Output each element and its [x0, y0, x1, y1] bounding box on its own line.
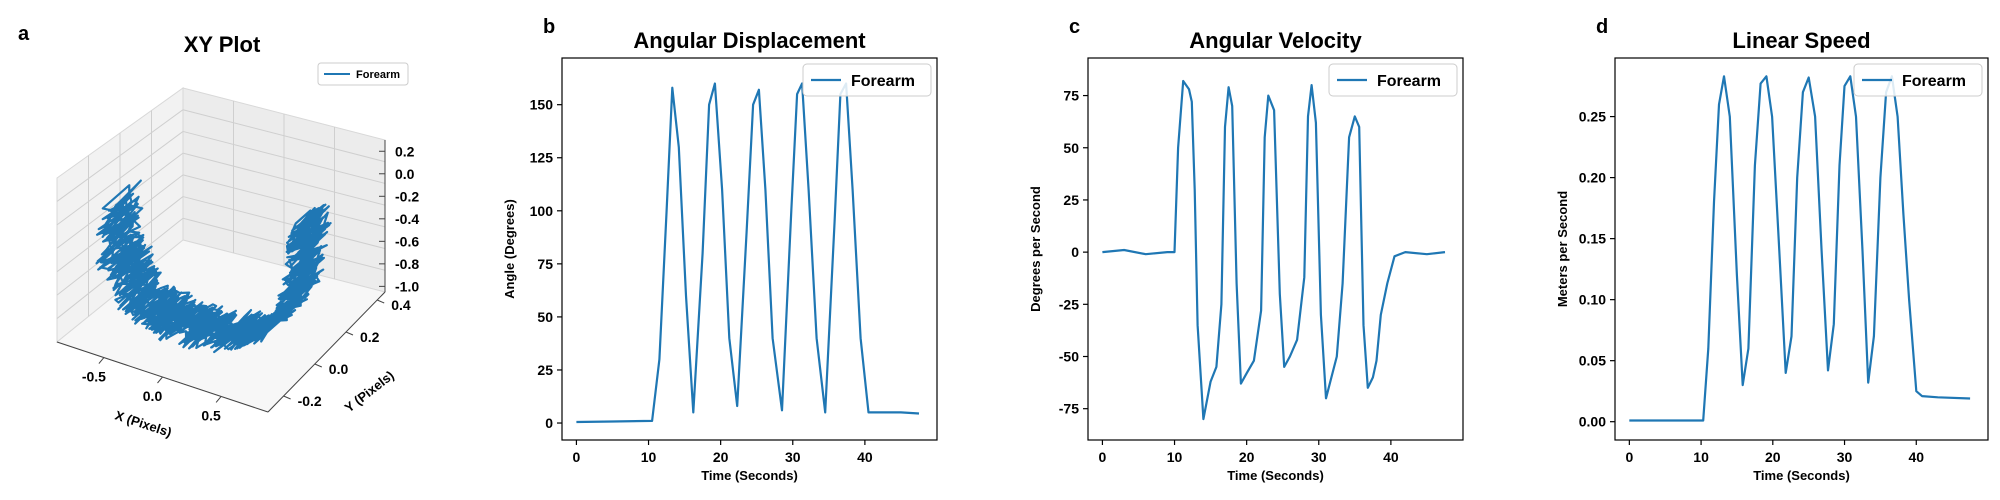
- y-tick-label: 50: [1063, 140, 1079, 156]
- x-tick-label: 30: [1837, 449, 1853, 465]
- y-tick-label: 25: [537, 362, 553, 378]
- y-axis-line: [267, 291, 386, 413]
- y-tick-mark: [377, 299, 385, 304]
- y-tick-label: 0.00: [1579, 414, 1606, 430]
- y-axis-label: Degrees per Second: [1028, 186, 1043, 312]
- x-axis-label: Time (Seconds): [1753, 468, 1850, 483]
- x-tick-label: 20: [713, 449, 729, 465]
- y-tick-label: 75: [1063, 88, 1079, 104]
- series-line-forearm: [1629, 75, 1971, 422]
- x-tick-label: 10: [1693, 449, 1709, 465]
- z-tick-label: -0.2: [395, 188, 419, 204]
- z-tick-label: -0.8: [395, 256, 419, 272]
- y-tick-label: 50: [537, 309, 553, 325]
- y-tick-label: 0: [545, 415, 553, 431]
- x-axis-label: Time (Seconds): [701, 468, 798, 483]
- x-tick-label: 0: [1625, 449, 1633, 465]
- series-line-forearm: [576, 82, 920, 424]
- legend-box: [317, 62, 409, 86]
- x-axis-label: X (Pixels): [113, 408, 173, 440]
- x-tick-label: 0: [1099, 449, 1107, 465]
- y-tick-label: 0.25: [1579, 109, 1606, 125]
- y-tick-label: 25: [1063, 192, 1079, 208]
- panel-letter: a: [18, 23, 30, 45]
- y-axis-label: Angle (Degrees): [502, 199, 517, 299]
- series-line-forearm: [95, 179, 332, 354]
- y-tick-mark: [283, 395, 291, 400]
- x-tick-label: 0.0: [143, 388, 163, 404]
- x-tick-label: 20: [1239, 449, 1255, 465]
- legend: Forearm: [1328, 63, 1458, 97]
- axes-frame: [1614, 57, 1989, 441]
- y-tick-label: 125: [530, 150, 554, 166]
- y-tick-label: -25: [1059, 296, 1079, 312]
- y-tick-label: -75: [1059, 401, 1079, 417]
- legend-label: Forearm: [1902, 73, 1966, 90]
- y-tick-label: 0.20: [1579, 170, 1606, 186]
- x-tick-label: 40: [1383, 449, 1399, 465]
- y-tick-label: 0.05: [1579, 353, 1606, 369]
- z-tick-label: 0.2: [395, 143, 415, 159]
- x-tick-label: -0.5: [82, 369, 106, 385]
- panel-letter: b: [543, 16, 555, 38]
- chart-title: Angular Displacement: [633, 28, 866, 53]
- legend: Forearm: [317, 62, 409, 86]
- z-tick-label: -1.0: [395, 278, 419, 294]
- y-tick-label: -0.2: [298, 393, 322, 409]
- x-axis-label: Time (Seconds): [1227, 468, 1324, 483]
- legend-box: [1328, 63, 1458, 97]
- chart-title: Angular Velocity: [1189, 28, 1362, 53]
- y-axis-label: Meters per Second: [1555, 191, 1570, 307]
- panel-letter: d: [1596, 16, 1608, 38]
- legend-label: Forearm: [851, 73, 915, 90]
- y-tick-label: 150: [530, 97, 554, 113]
- legend-box: [1853, 63, 1983, 97]
- y-tick-label: 0.2: [360, 329, 380, 345]
- y-tick-label: 0: [1071, 244, 1079, 260]
- x-tick-label: 20: [1765, 449, 1781, 465]
- y-tick-mark: [345, 331, 354, 336]
- y-tick-label: 75: [537, 256, 553, 272]
- x-tick-mark: [98, 357, 105, 364]
- panel-letter: c: [1069, 16, 1080, 38]
- legend-box: [802, 63, 932, 97]
- x-tick-mark: [215, 396, 222, 403]
- y-tick-label: 0.4: [391, 297, 411, 313]
- legend: Forearm: [802, 63, 932, 97]
- panel-d: d Linear Speed 0 10 20 30 40 0.00 0.05 0.10 0.15 0.…: [1555, 16, 1989, 483]
- y-tick-mark: [314, 363, 322, 368]
- axes-frame: [1087, 57, 1464, 441]
- y-tick-label: 0.15: [1579, 231, 1606, 247]
- panel-c: c Angular Velocity 0 10 20 30 40 -75 -50 -25 0 25 50…: [1028, 16, 1464, 483]
- panel-b: b Angular Displacement 0 10 20 30 40 0 25 50 75 100…: [502, 16, 938, 483]
- x-tick-label: 0.5: [201, 407, 221, 423]
- y-axis-label: Y (Pixels): [342, 368, 397, 416]
- panel-a: a XY Plot 0.2 0.0 -0.2 -0.4 -0.6 -0.8 -1.0 -0.5 0.…: [18, 23, 419, 440]
- legend-label: Forearm: [1377, 73, 1441, 90]
- axes-frame: [561, 57, 938, 441]
- y-tick-label: -50: [1059, 349, 1079, 365]
- legend: Forearm: [1853, 63, 1983, 97]
- z-tick-label: -0.6: [395, 233, 419, 249]
- x-tick-label: 30: [1311, 449, 1327, 465]
- chart-title: XY Plot: [184, 32, 261, 57]
- chart-title: Linear Speed: [1732, 28, 1870, 53]
- x-tick-label: 0: [573, 449, 581, 465]
- x-tick-mark: [157, 376, 163, 384]
- legend-label: Forearm: [356, 69, 400, 81]
- y-tick-label: 100: [530, 203, 554, 219]
- z-tick-label: 0.0: [395, 166, 415, 182]
- series-line-forearm: [1102, 79, 1446, 421]
- y-tick-label: 0.0: [329, 361, 349, 377]
- y-tick-label: 0.10: [1579, 292, 1606, 308]
- x-tick-label: 10: [1167, 449, 1183, 465]
- z-tick-label: -0.4: [395, 211, 419, 227]
- x-tick-label: 40: [857, 449, 873, 465]
- x-tick-label: 10: [641, 449, 657, 465]
- x-tick-label: 30: [785, 449, 801, 465]
- x-tick-label: 40: [1908, 449, 1924, 465]
